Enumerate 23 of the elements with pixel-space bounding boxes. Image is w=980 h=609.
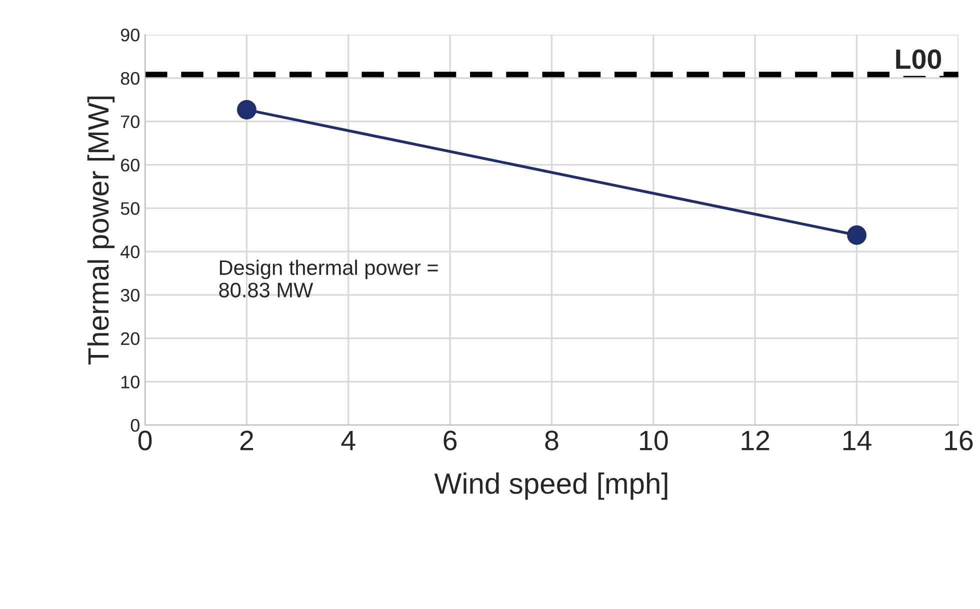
x-tick-label: 6 bbox=[444, 430, 457, 450]
y-tick-label: 60 bbox=[121, 158, 140, 172]
y-tick-label: 10 bbox=[121, 376, 140, 388]
y-tick-label: 50 bbox=[120, 202, 140, 215]
y-tick-label: 40 bbox=[120, 246, 140, 258]
y-axis-title: Thermal power [MW] bbox=[87, 96, 115, 365]
y-tick-label: 70 bbox=[121, 115, 140, 128]
x-axis-title: Wind speed [mph] bbox=[434, 472, 668, 500]
annotation: Design thermal power = 80.83 MW bbox=[219, 260, 438, 298]
y-tick-label: 20 bbox=[121, 332, 140, 346]
y-tick-label: 80 bbox=[120, 72, 140, 85]
y-tick-label: 90 bbox=[120, 28, 140, 42]
y-tick-label: 0 bbox=[130, 419, 140, 432]
x-tick-label: 10 bbox=[640, 430, 668, 450]
y-tick-label: 30 bbox=[120, 288, 140, 302]
x-tick-label: 16 bbox=[945, 430, 973, 450]
x-tick-label: 12 bbox=[742, 430, 770, 450]
x-tick-label: 2 bbox=[240, 430, 254, 450]
x-tick-label: 8 bbox=[545, 430, 558, 450]
x-tick-label: 4 bbox=[341, 430, 356, 450]
x-tick-label: 0 bbox=[138, 430, 152, 450]
x-tick-label: 14 bbox=[843, 430, 872, 450]
ref-line-label: L00 bbox=[896, 49, 942, 69]
